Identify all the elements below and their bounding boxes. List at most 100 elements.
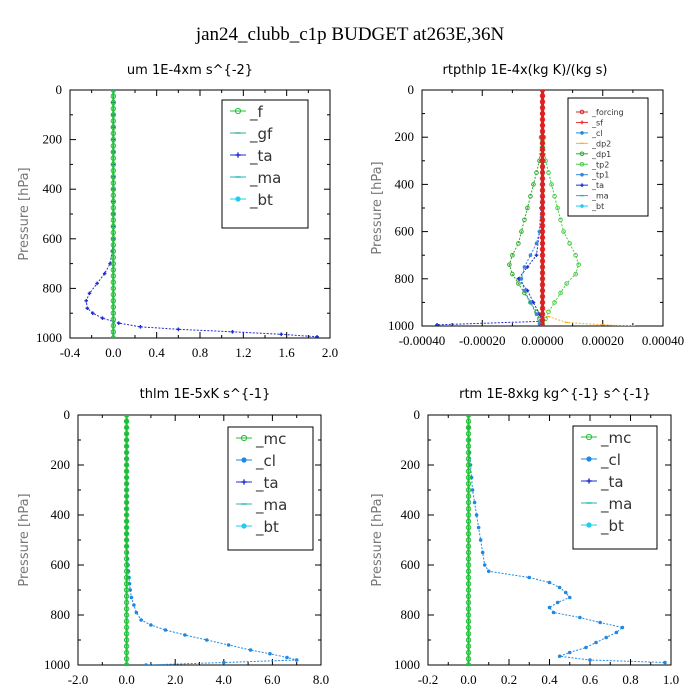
legend-entry: _cl [600,451,621,470]
data-point [539,270,546,276]
y-tick-label: 200 [43,132,63,147]
data-point [465,637,472,643]
data-point [465,606,472,612]
data-point [248,648,253,652]
data-point [465,456,472,462]
x-tick-label: -0.00040 [399,333,446,348]
data-point [123,499,130,506]
data-point [547,605,552,610]
data-point [465,624,472,631]
legend-entry: _ta [255,474,279,493]
legend-entry: _cl [255,452,276,471]
data-point [110,267,117,273]
data-point [123,437,130,443]
data-point [123,524,130,531]
data-point [507,262,512,267]
data-point [546,309,551,315]
data-point [539,175,546,182]
data-point [465,649,472,656]
data-point [558,290,563,296]
x-tick-label: 0.4 [541,672,558,687]
data-point [465,474,472,481]
data-point [534,253,539,257]
data-point [465,543,472,549]
data-point [123,618,130,624]
legend-entry: _ta [600,473,624,492]
data-point [465,415,472,418]
x-tick-label: 0.8 [622,672,638,687]
data-point [138,325,143,329]
data-point [123,612,130,618]
x-tick-label: 1.2 [235,345,251,360]
data-point [110,217,117,223]
data-point [123,637,130,643]
data-point [573,271,578,277]
data-point [110,174,117,180]
data-point [539,146,546,152]
data-point [522,288,527,293]
data-point [95,281,99,286]
chart-panel-3: thlm 1E-5xK s^{-1} Pressure [hPa] 0 200 400 6… [17,387,329,687]
data-point [100,316,105,320]
data-point [123,587,130,593]
data-point [315,334,319,338]
data-point [465,462,472,468]
data-point [204,638,209,642]
data-point [123,456,130,462]
data-point [110,186,117,192]
data-point [539,217,546,223]
data-point [465,424,472,431]
data-point [584,645,588,650]
data-point [84,299,89,303]
legend-entry: _bt [255,518,279,537]
data-point [528,300,533,305]
chart-panel-2: rtpthlp 1E-4x(kg K)/(kg s) Pressure [hPa]… [370,63,684,348]
data-point [539,169,546,176]
data-point [465,618,472,624]
legend-entry: _mc [255,430,286,449]
legend-entry: _ma [591,192,609,201]
data-point [128,588,133,592]
x-tick-label: 0.0 [118,672,134,687]
data-point [539,258,546,264]
data-point [123,543,130,549]
data-point [534,170,539,175]
data-point [539,158,546,164]
data-point [123,443,130,449]
data-point [110,192,117,199]
data-point [539,311,546,317]
y-tick-label: 0 [56,82,63,97]
legend-entry: _ta [249,147,273,166]
data-point [226,643,231,647]
data-point [129,595,134,600]
data-point [134,610,139,615]
x-tick-label: 0.2 [501,672,517,687]
legend-entry: _bt [249,191,273,210]
y-tick-label: 400 [395,176,415,191]
x-tick-label: 0.00020 [582,333,624,348]
data-point [465,512,472,518]
y-tick-label: 200 [401,457,421,472]
x-tick-label: 0.4 [149,345,166,360]
y-tick-label: 600 [401,557,421,572]
data-point [110,273,117,279]
data-point [465,499,472,506]
data-point [539,240,546,247]
data-point [110,316,117,323]
data-point [163,628,168,632]
data-point [465,506,472,512]
data-point [110,285,117,292]
series-line-ta [437,90,544,326]
data-point [527,575,532,580]
legend-entry: _bt [600,517,624,536]
data-point [123,549,130,556]
y-tick-label: 1000 [36,330,62,345]
data-point [516,241,521,246]
y-tick-label: 1000 [44,657,70,672]
data-point [465,556,472,562]
data-point [561,229,566,234]
data-point [87,291,92,296]
panel-title: um 1E-4xm s^{-2} [127,63,253,78]
data-point [539,128,546,135]
